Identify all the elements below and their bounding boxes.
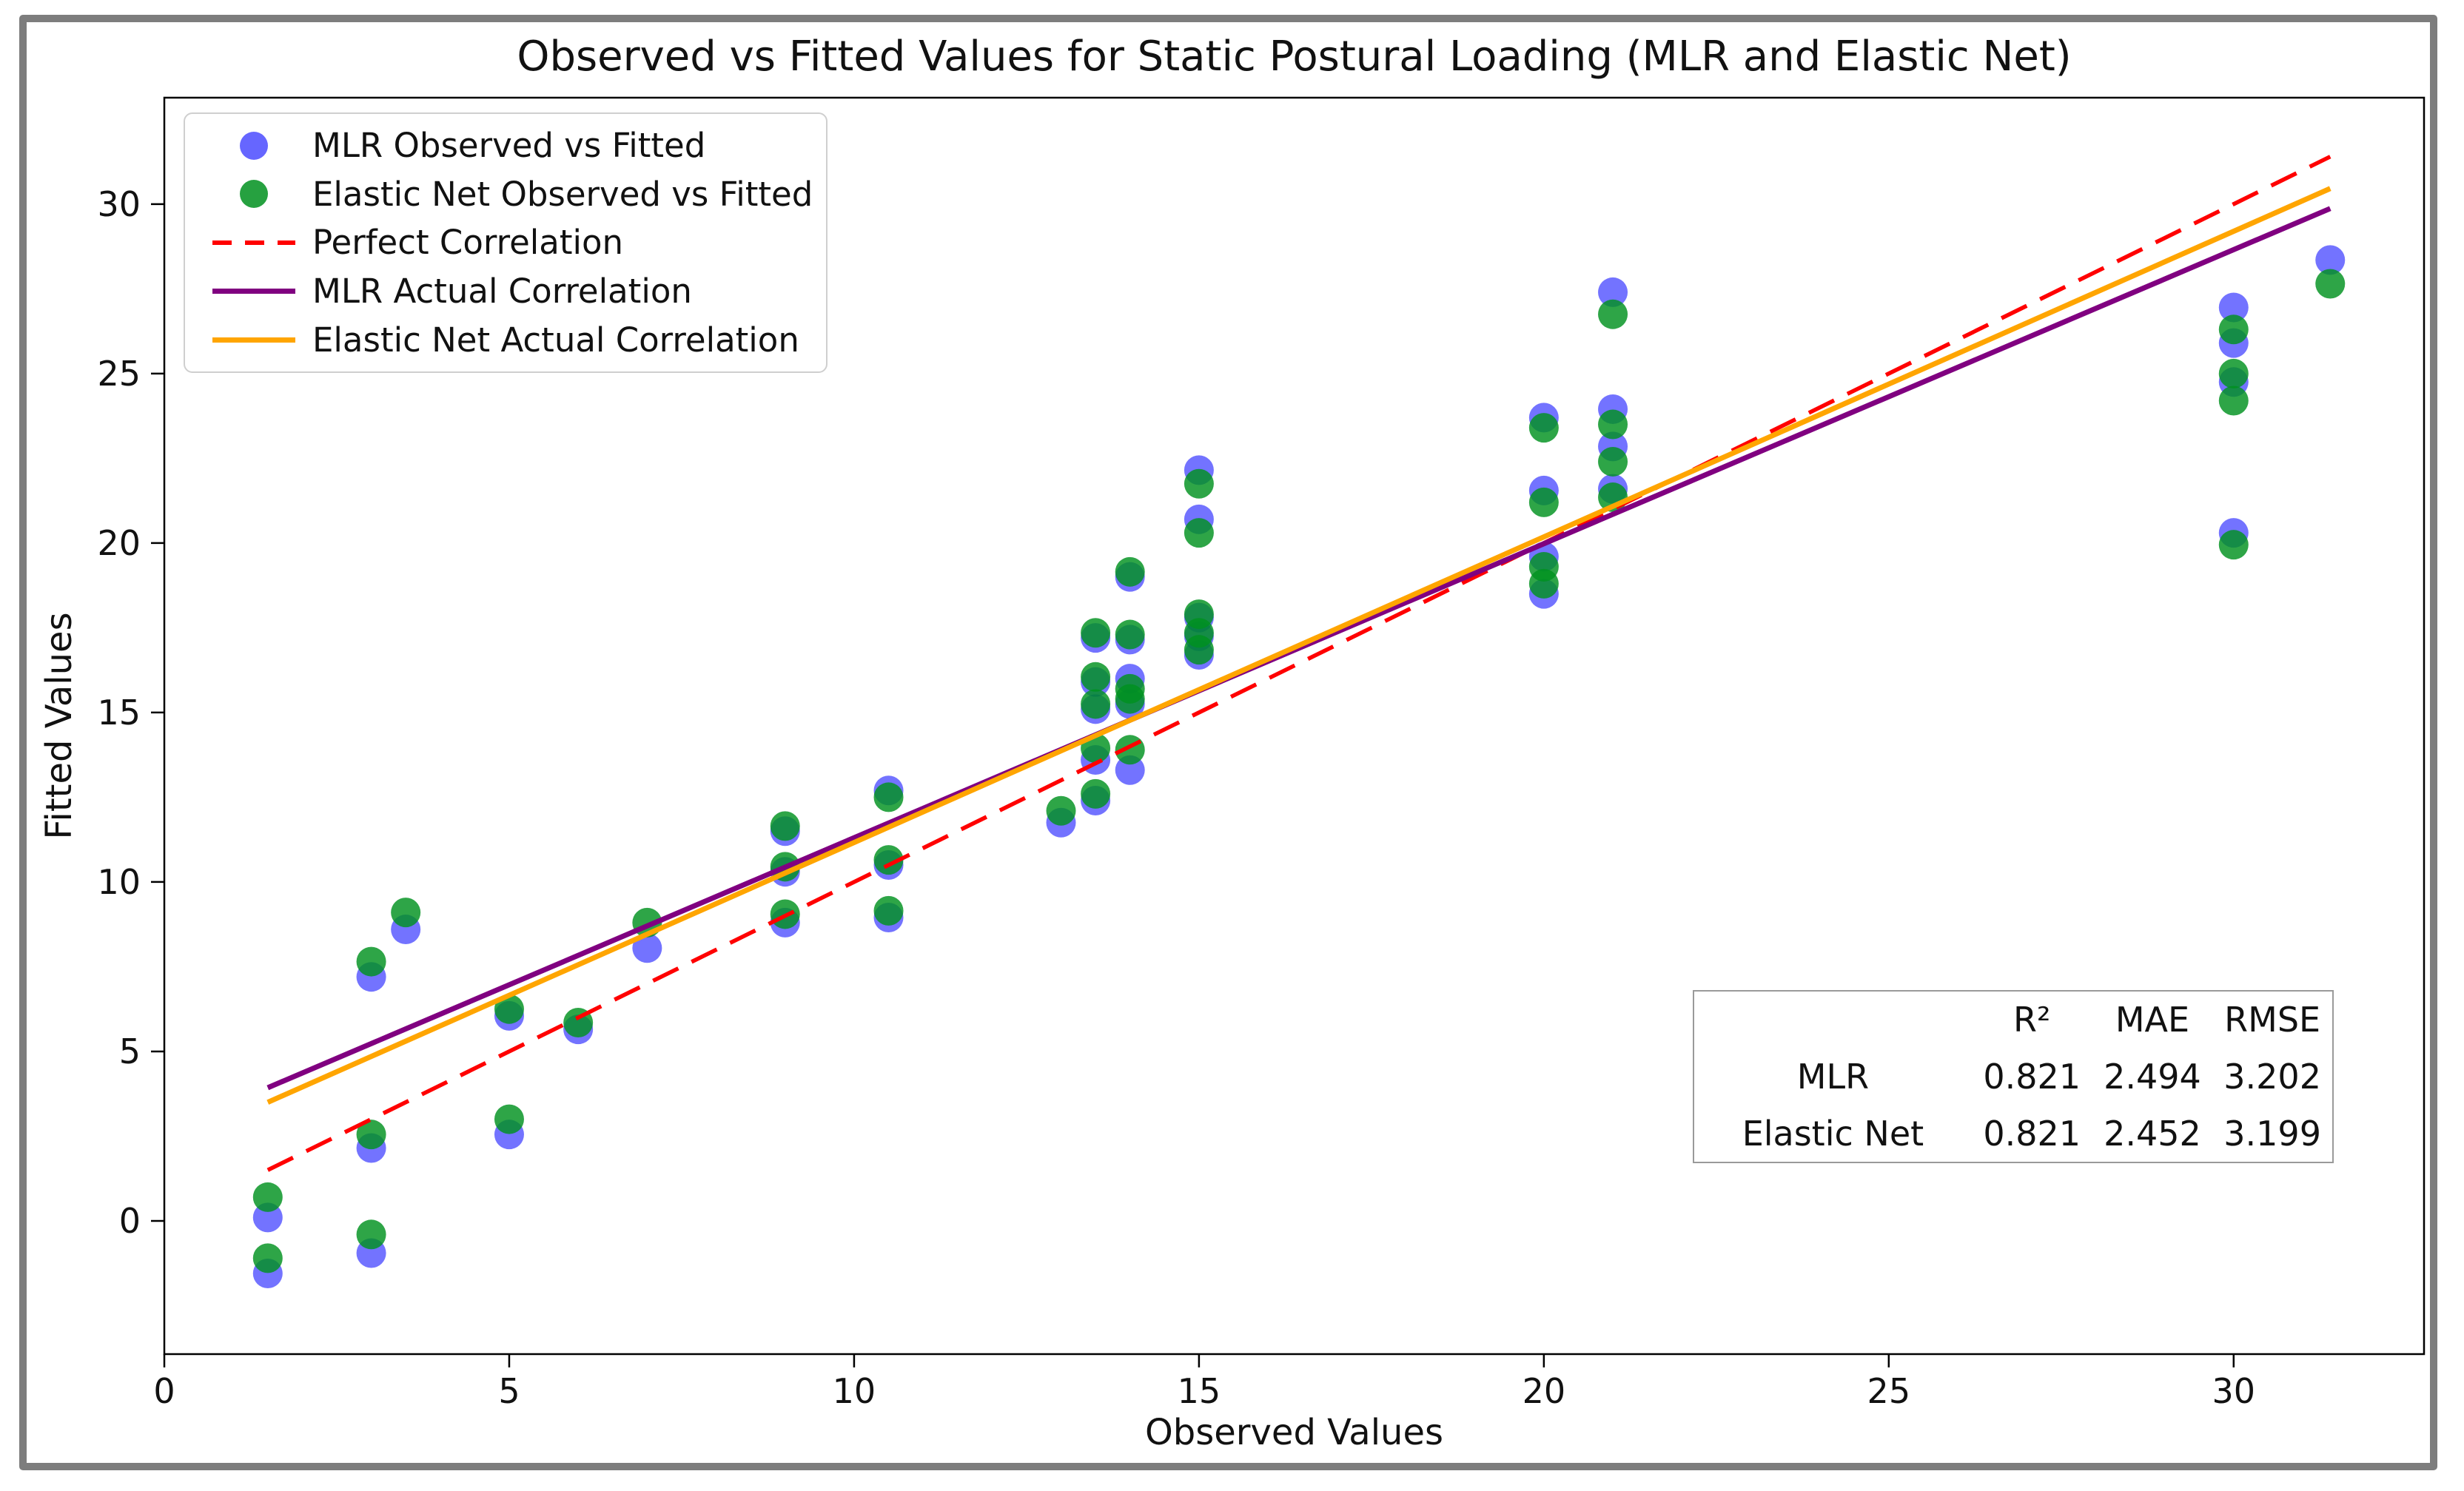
scatter-point-elastic-net [873,845,904,875]
scatter-point-elastic-net [252,1243,283,1273]
scatter-point-elastic-net [356,946,386,977]
x-tick-label: 10 [833,1371,876,1411]
y-tick-label: 5 [119,1031,141,1071]
orange-line-icon [212,337,295,343]
legend-item-en-line: Elastic Net Actual Correlation [185,317,826,363]
scatter-point-mlr [252,1202,283,1233]
legend-item-en-scatter: Elastic Net Observed vs Fitted [185,171,826,217]
y-tick-label: 20 [97,523,141,563]
scatter-point-mlr [1598,277,1628,307]
legend-label: MLR Actual Correlation [312,272,692,312]
x-tick-label: 0 [153,1371,175,1411]
x-tick-label: 30 [2212,1371,2256,1411]
stats-cell-rmse-header: RMSE [2224,1000,2321,1040]
scatter-point-elastic-net [770,811,800,841]
scatter-point-elastic-net [1528,487,1559,517]
stats-cell-r2-header: R² [2013,1000,2051,1040]
legend-item-perfect-correlation: Perfect Correlation [185,220,826,266]
scatter-point-elastic-net [356,1120,386,1150]
stats-cell: 0.821 [1983,1113,2081,1154]
stats-cell: 3.199 [2223,1113,2321,1154]
scatter-point-elastic-net [252,1182,283,1212]
scatter-point-elastic-net [356,1219,386,1250]
elastic-net-actual-correlation-line [266,186,2332,1105]
scatter-point-elastic-net [873,782,904,812]
scatter-point-elastic-net [494,994,524,1024]
y-tick-label: 10 [97,862,141,902]
stats-cell-mae-header: MAE [2115,1000,2190,1040]
red-dashed-line-icon [212,240,295,245]
perfect-correlation-line [266,155,2332,1172]
legend-label: Elastic Net Actual Correlation [312,320,799,360]
y-tick-label: 15 [97,693,141,733]
scatter-point-elastic-net [1115,556,1145,587]
legend-item-mlr-scatter: MLR Observed vs Fitted [185,123,826,169]
stats-header-row: R² MAE RMSE [1693,991,2333,1049]
scatter-point-elastic-net [1184,635,1214,665]
scatter-point-mlr [1115,755,1145,785]
scatter-point-elastic-net [1115,619,1145,650]
y-axis-label: Fitted Values [38,612,80,840]
legend-label: Elastic Net Observed vs Fitted [312,174,813,214]
x-tick-label: 20 [1523,1371,1566,1411]
scatter-point-elastic-net [1184,518,1214,548]
y-tick-label: 30 [97,184,141,224]
x-axis-label: Observed Values [1144,1412,1443,1453]
stats-cell: 2.452 [2104,1113,2201,1154]
scatter-point-elastic-net [494,1104,524,1134]
green-dot-icon [240,180,268,209]
x-tick-label: 5 [498,1371,520,1411]
scatter-point-elastic-net [2218,530,2249,560]
stats-cell: MLR [1796,1056,1870,1097]
scatter-point-elastic-net [2218,358,2249,388]
scatter-point-elastic-net [1598,299,1628,329]
scatter-point-elastic-net [1598,409,1628,440]
scatter-point-elastic-net [2315,269,2346,299]
stats-row-mlr: MLR 0.821 2.494 3.202 [1693,1049,2333,1105]
stats-table: R² MAE RMSE MLR 0.821 2.494 3.202 Elasti… [1693,990,2334,1163]
scatter-point-elastic-net [2218,386,2249,416]
scatter-point-elastic-net [1528,413,1559,443]
scatter-point-elastic-net [2218,314,2249,345]
stats-cell: 0.821 [1983,1056,2081,1097]
scatter-point-elastic-net [1598,446,1628,477]
scatter-point-elastic-net [1081,689,1111,719]
stats-cell: 2.494 [2104,1056,2201,1097]
scatter-point-elastic-net [873,895,904,926]
scatter-point-elastic-net [1115,684,1145,714]
scatter-point-elastic-net [1081,618,1111,648]
scatter-point-elastic-net [1046,795,1076,826]
stats-cell: 3.202 [2223,1056,2321,1097]
scatter-point-elastic-net [1081,662,1111,692]
legend-label: Perfect Correlation [312,223,624,263]
scatter-point-elastic-net [1184,468,1214,499]
legend-item-mlr-line: MLR Actual Correlation [185,269,826,314]
legend: MLR Observed vs Fitted Elastic Net Obser… [184,112,828,373]
chart-title: Observed vs Fitted Values for Static Pos… [517,33,2072,81]
y-tick-label: 25 [97,354,141,394]
x-tick-label: 15 [1178,1371,1221,1411]
x-tick-label: 25 [1867,1371,1911,1411]
legend-label: MLR Observed vs Fitted [312,126,706,166]
scatter-point-elastic-net [1081,778,1111,809]
scatter-point-elastic-net [391,898,421,928]
axes-box [163,96,2426,1356]
scatter-point-mlr [2218,292,2249,323]
scatter-point-elastic-net [1528,568,1559,599]
scatter-point-mlr [2315,245,2346,275]
stats-cell: Elastic Net [1742,1113,1924,1154]
y-tick-label: 0 [119,1201,141,1241]
stats-row-elastic-net: Elastic Net 0.821 2.452 3.199 [1693,1105,2333,1162]
stats-cell [1693,991,1972,1049]
scatter-point-mlr [632,933,662,963]
purple-line-icon [212,289,295,295]
blue-dot-icon [240,131,268,160]
